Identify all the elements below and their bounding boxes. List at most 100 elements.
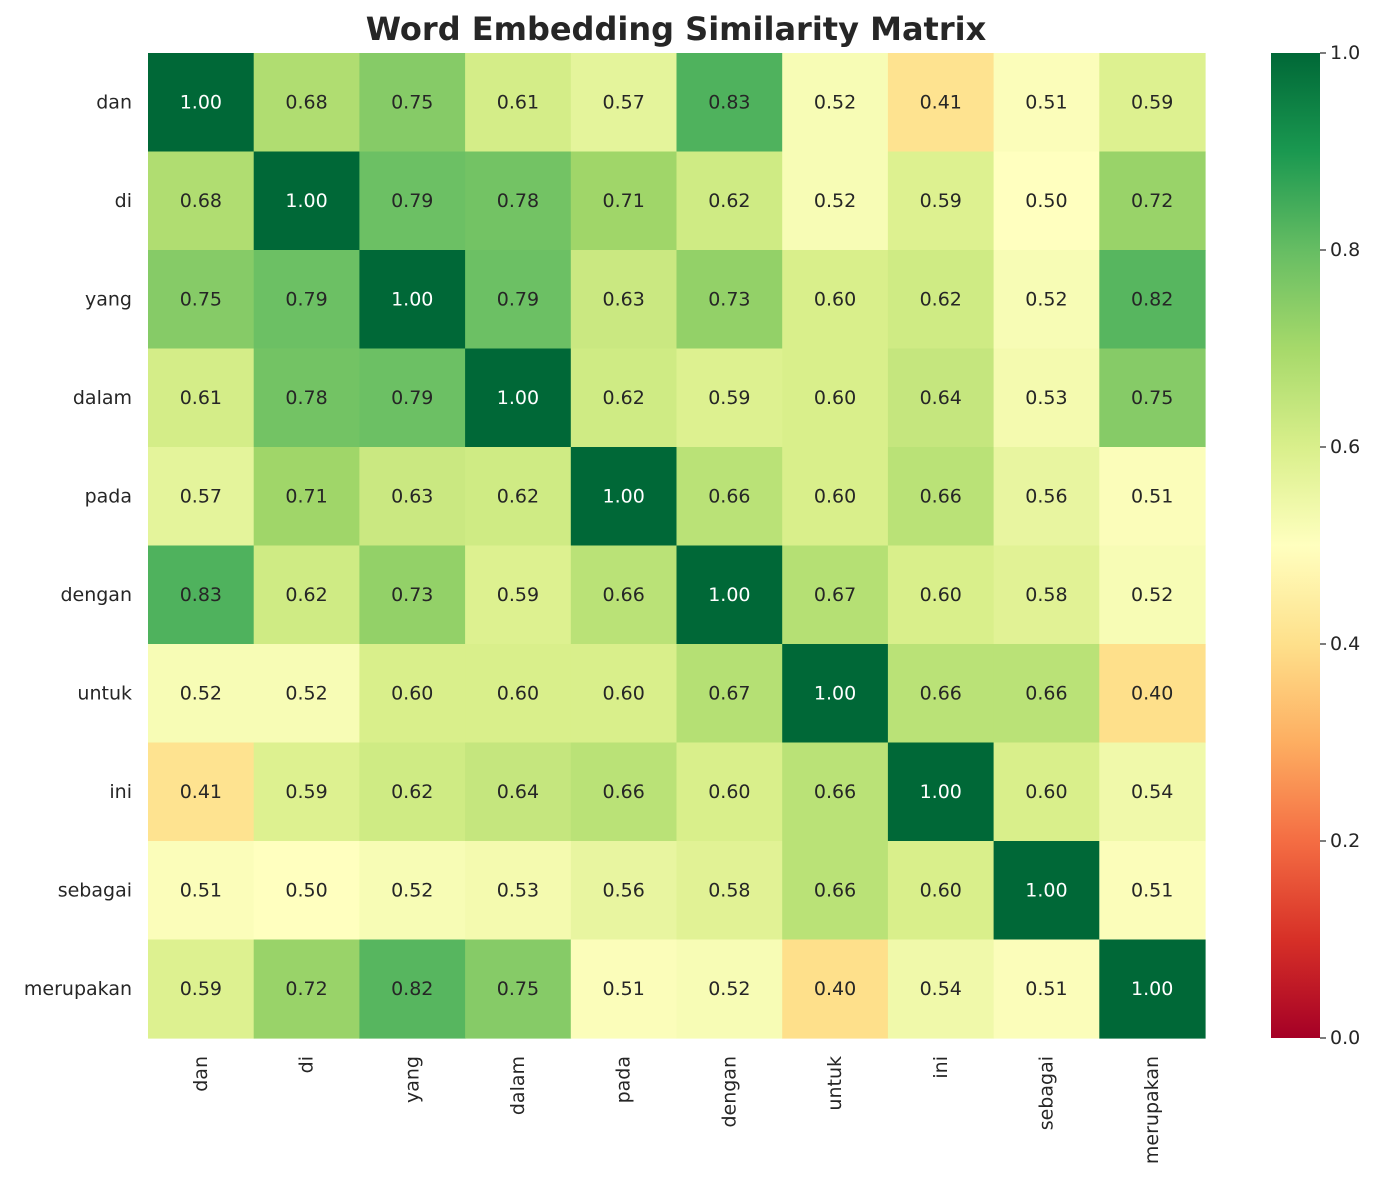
cell-value-label: 0.60 [1025, 781, 1067, 803]
heatmap-cell [570, 250, 678, 350]
heatmap-cell [465, 447, 572, 547]
cell-value-label: 0.79 [285, 288, 327, 310]
cell-value-label: 0.52 [391, 879, 433, 901]
cell-value-label: 0.67 [814, 584, 856, 606]
cell-value-label: 1.00 [1131, 978, 1173, 1000]
heatmap-cell [1099, 151, 1206, 251]
heatmap-cell [782, 841, 889, 941]
cell-value-label: 0.52 [814, 91, 856, 113]
cell-value-label: 0.82 [1131, 288, 1173, 310]
heatmap-cell [253, 447, 360, 547]
cell-value-label: 0.73 [708, 288, 750, 310]
heatmap-cell [676, 447, 783, 547]
cell-value-label: 0.79 [391, 387, 433, 409]
heatmap-cell [148, 841, 255, 941]
heatmap-cell [253, 348, 360, 448]
cell-value-label: 0.51 [180, 879, 222, 901]
column-label: sebagai [1035, 1056, 1057, 1130]
cell-value-label: 0.83 [180, 584, 222, 606]
heatmap-cell [993, 151, 1100, 251]
cell-value-label: 0.59 [285, 781, 327, 803]
heatmap-cell [676, 250, 783, 350]
cell-value-label: 0.66 [1025, 682, 1067, 704]
cell-value-label: 1.00 [602, 485, 644, 507]
cell-value-label: 0.67 [708, 682, 750, 704]
cell-value-label: 0.50 [285, 879, 327, 901]
heatmap-cell [887, 151, 995, 251]
cell-value-label: 0.40 [814, 978, 856, 1000]
heatmap-cell [1099, 348, 1206, 448]
heatmap-cell [253, 250, 360, 350]
cell-value-label: 1.00 [814, 682, 856, 704]
cell-value-label: 0.59 [1131, 91, 1173, 113]
row-label: dan [96, 91, 132, 113]
cell-value-label: 0.68 [285, 91, 327, 113]
cell-value-label: 0.82 [391, 978, 433, 1000]
heatmap-cell [1099, 53, 1206, 153]
cell-value-label: 0.59 [497, 584, 539, 606]
cell-value-label: 0.58 [708, 879, 750, 901]
cell-value-label: 0.71 [285, 485, 327, 507]
cell-value-label: 0.78 [497, 190, 539, 212]
heatmap-cell [782, 250, 889, 350]
cell-value-label: 0.60 [602, 682, 644, 704]
chart-title: Word Embedding Similarity Matrix [366, 10, 987, 48]
cell-value-label: 0.51 [602, 978, 644, 1000]
cell-value-label: 0.52 [285, 682, 327, 704]
heatmap-cell [359, 742, 466, 842]
row-label: dengan [60, 584, 132, 606]
cell-value-label: 0.53 [497, 879, 539, 901]
heatmap-cell [465, 53, 572, 153]
row-label: merupakan [24, 978, 132, 1000]
cell-value-label: 0.75 [497, 978, 539, 1000]
heatmap-cell [465, 939, 572, 1039]
cell-value-label: 0.60 [497, 682, 539, 704]
cell-value-label: 0.59 [708, 387, 750, 409]
heatmap-cell [359, 53, 466, 153]
cell-value-label: 0.62 [602, 387, 644, 409]
cell-value-label: 0.52 [708, 978, 750, 1000]
heatmap-cell [887, 939, 995, 1039]
cell-value-label: 0.61 [180, 387, 222, 409]
heatmap-cell [887, 644, 995, 744]
cell-value-label: 0.66 [708, 485, 750, 507]
heatmap-cell [570, 447, 678, 547]
heatmap-cell [570, 742, 678, 842]
column-tick-labels: dan di yang dalam pada dengan untuk ini sebagai m… [190, 1056, 1163, 1164]
row-tick-labels: dan di yang dalam pada dengan untuk ini sebagai m… [24, 91, 132, 1000]
heatmap-cell [676, 742, 783, 842]
heatmap-cell [1099, 742, 1206, 842]
heatmap-cell [359, 151, 466, 251]
heatmap-cell [782, 939, 889, 1039]
heatmap-cell [465, 644, 572, 744]
heatmap-cell [1099, 939, 1206, 1039]
cell-value-label: 0.62 [391, 781, 433, 803]
heatmap-cell [782, 644, 889, 744]
cell-value-label: 0.62 [497, 485, 539, 507]
heatmap-cell [993, 250, 1100, 350]
heatmap-cell [465, 742, 572, 842]
cell-value-label: 1.00 [180, 91, 222, 113]
cell-value-label: 0.66 [602, 781, 644, 803]
heatmap-cell [253, 545, 360, 645]
heatmap-cell [148, 250, 255, 350]
cell-value-label: 0.40 [1131, 682, 1173, 704]
heatmap-cell [993, 53, 1100, 153]
cell-value-label: 0.63 [391, 485, 433, 507]
heatmap-cell [993, 348, 1100, 448]
heatmap-cell [782, 742, 889, 842]
heatmap-cell [359, 348, 466, 448]
row-label: untuk [77, 682, 132, 704]
heatmap-cell [1099, 841, 1206, 941]
cell-value-label: 0.75 [1131, 387, 1173, 409]
heatmap-cell [676, 841, 783, 941]
column-label: dan [190, 1056, 212, 1092]
row-label: dalam [73, 387, 132, 409]
column-label: dengan [718, 1056, 740, 1128]
cell-value-label: 0.60 [920, 879, 962, 901]
heatmap-cell [253, 742, 360, 842]
cell-value-label: 0.66 [920, 485, 962, 507]
heatmap-cell [676, 151, 783, 251]
heatmap-cell [465, 545, 572, 645]
